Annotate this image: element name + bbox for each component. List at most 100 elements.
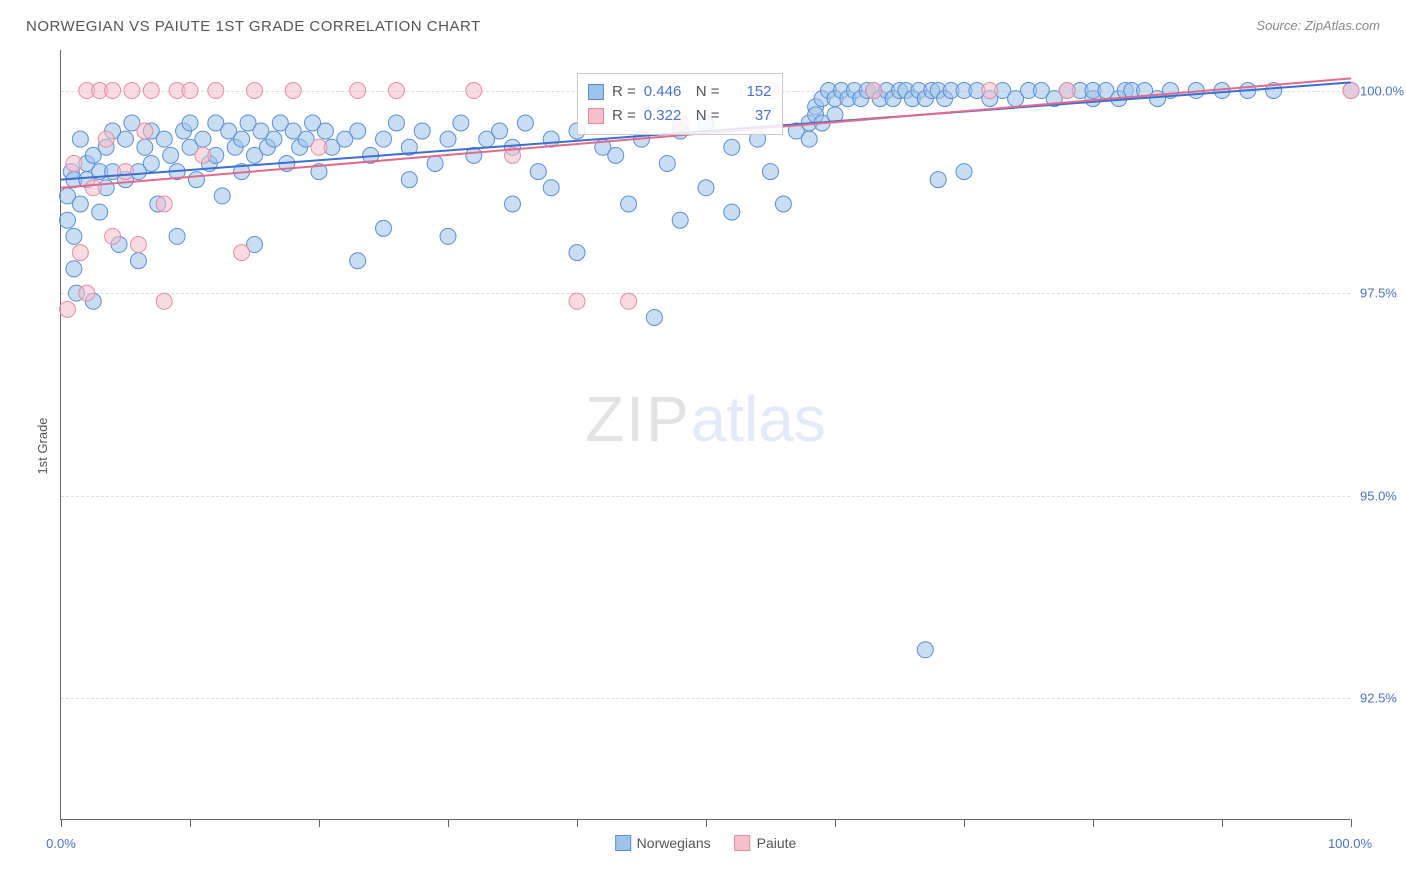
data-point — [118, 164, 134, 180]
y-tick-label: 92.5% — [1360, 691, 1406, 706]
data-point — [195, 147, 211, 163]
data-point — [401, 172, 417, 188]
x-tick — [1222, 819, 1223, 827]
legend-swatch — [615, 835, 631, 851]
data-point — [188, 172, 204, 188]
data-point — [98, 131, 114, 147]
data-point — [182, 83, 198, 99]
data-point — [517, 115, 533, 131]
data-point — [59, 212, 75, 228]
data-point — [72, 131, 88, 147]
data-point — [234, 131, 250, 147]
data-point — [169, 228, 185, 244]
stats-swatch — [588, 84, 604, 100]
data-point — [440, 228, 456, 244]
data-point — [621, 293, 637, 309]
data-point — [130, 253, 146, 269]
stats-n-value: 37 — [728, 104, 772, 128]
data-point — [66, 261, 82, 277]
data-point — [85, 180, 101, 196]
data-point — [388, 115, 404, 131]
source-value: ZipAtlas.com — [1305, 18, 1380, 33]
stats-n-label: N = — [696, 80, 720, 104]
data-point — [505, 196, 521, 212]
data-point — [376, 131, 392, 147]
y-tick-label: 95.0% — [1360, 488, 1406, 503]
data-point — [118, 131, 134, 147]
data-point — [130, 237, 146, 253]
data-point — [930, 172, 946, 188]
y-tick-label: 97.5% — [1360, 286, 1406, 301]
data-point — [350, 83, 366, 99]
data-point — [266, 131, 282, 147]
x-tick — [835, 819, 836, 827]
data-point — [72, 196, 88, 212]
x-axis-max-label: 100.0% — [1328, 836, 1372, 851]
data-point — [79, 285, 95, 301]
data-point — [143, 155, 159, 171]
legend-swatch — [735, 835, 751, 851]
data-point — [66, 228, 82, 244]
x-tick — [1351, 819, 1352, 827]
data-point — [388, 83, 404, 99]
data-point — [956, 164, 972, 180]
data-point — [143, 83, 159, 99]
chart-title: NORWEGIAN VS PAIUTE 1ST GRADE CORRELATIO… — [26, 18, 481, 35]
data-point — [427, 155, 443, 171]
x-tick — [319, 819, 320, 827]
data-point — [414, 123, 430, 139]
data-point — [659, 155, 675, 171]
stats-r-value: 0.322 — [644, 104, 688, 128]
data-point — [866, 83, 882, 99]
data-point — [311, 139, 327, 155]
data-point — [72, 245, 88, 261]
data-point — [66, 155, 82, 171]
data-point — [440, 131, 456, 147]
data-point — [376, 220, 392, 236]
stats-row: R = 0.322 N = 37 — [588, 104, 772, 128]
stats-r-label: R = — [612, 104, 636, 128]
data-point — [234, 245, 250, 261]
legend: NorwegiansPaiute — [615, 835, 797, 851]
data-point — [350, 253, 366, 269]
data-point — [801, 131, 817, 147]
x-tick — [190, 819, 191, 827]
data-point — [105, 83, 121, 99]
x-tick — [577, 819, 578, 827]
data-point — [621, 196, 637, 212]
data-point — [763, 164, 779, 180]
x-tick — [61, 819, 62, 827]
data-point — [982, 83, 998, 99]
x-axis-min-label: 0.0% — [46, 836, 76, 851]
data-point — [137, 123, 153, 139]
data-point — [724, 204, 740, 220]
legend-label: Paiute — [757, 835, 797, 851]
stats-swatch — [588, 108, 604, 124]
data-point — [466, 83, 482, 99]
legend-item: Paiute — [735, 835, 797, 851]
data-point — [156, 131, 172, 147]
data-point — [156, 293, 172, 309]
data-point — [247, 83, 263, 99]
source-label: Source: — [1256, 18, 1301, 33]
data-point — [214, 188, 230, 204]
data-point — [724, 139, 740, 155]
correlation-stats-box: R =0.446N =152R =0.322N =37 — [577, 73, 783, 135]
data-point — [59, 301, 75, 317]
source-attribution: Source: ZipAtlas.com — [1256, 18, 1380, 33]
data-point — [163, 147, 179, 163]
stats-n-value: 152 — [728, 80, 772, 104]
data-point — [530, 164, 546, 180]
x-tick — [1093, 819, 1094, 827]
x-tick — [448, 819, 449, 827]
x-tick — [964, 819, 965, 827]
x-tick — [706, 819, 707, 827]
data-point — [917, 642, 933, 658]
data-point — [137, 139, 153, 155]
data-point — [105, 228, 121, 244]
data-point — [646, 309, 662, 325]
y-axis-label: 1st Grade — [35, 417, 50, 474]
data-point — [543, 180, 559, 196]
stats-row: R =0.446N =152 — [588, 80, 772, 104]
stats-n-label: N = — [696, 104, 720, 128]
